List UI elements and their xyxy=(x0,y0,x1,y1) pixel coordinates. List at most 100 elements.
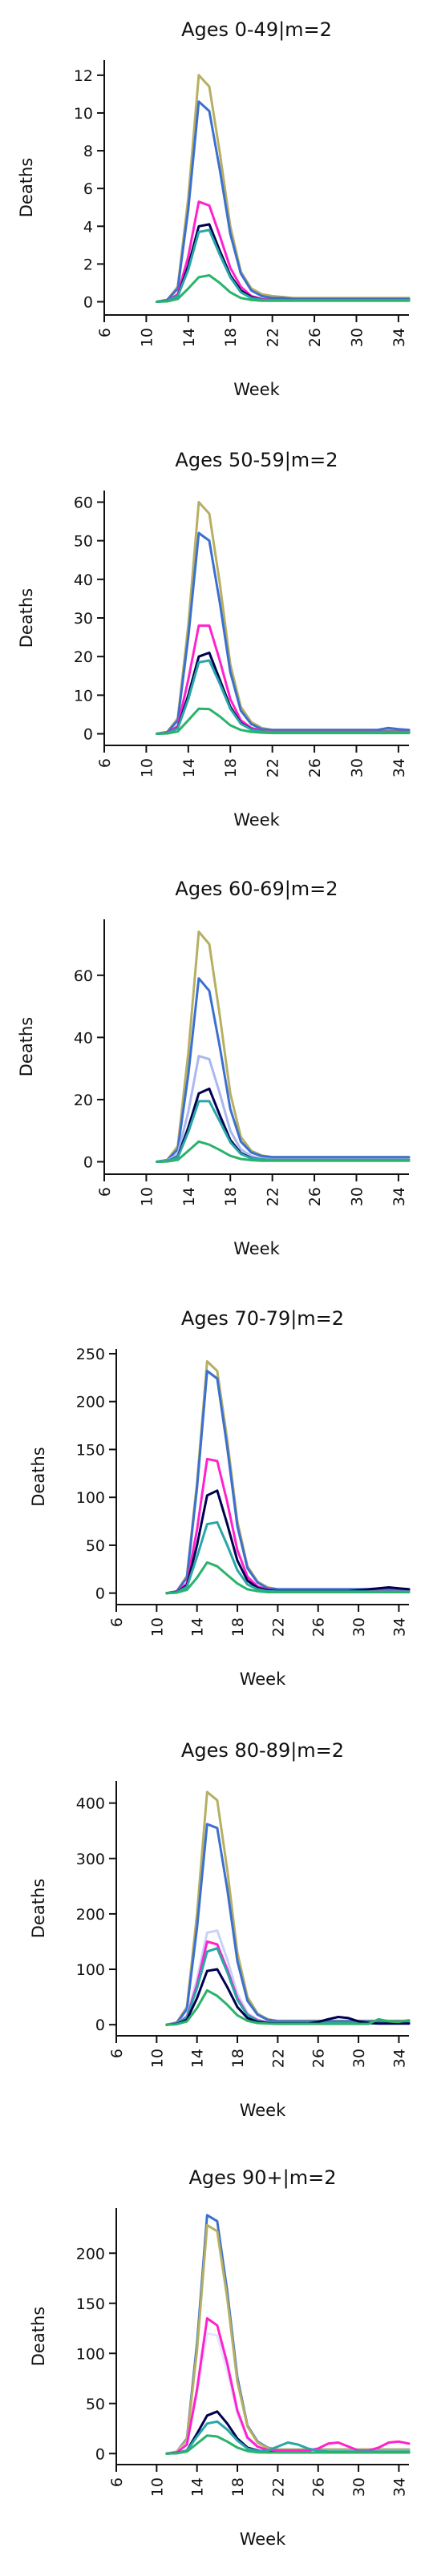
y-tick-label: 200 xyxy=(76,2245,105,2263)
x-tick-label: 14 xyxy=(180,1187,198,1206)
x-tick-label: 6 xyxy=(108,2049,126,2058)
y-tick-label: 100 xyxy=(76,1961,105,1979)
chart-panel: Ages 50-59|m=2 0 10 20 30 40 50 60 6 10 14 18 22 26 30… xyxy=(17,449,411,830)
y-tick-label: 2 xyxy=(83,256,93,273)
series-line xyxy=(156,1100,411,1163)
y-tick-label: 6 xyxy=(83,180,93,198)
series-line xyxy=(156,223,411,303)
x-tick-label: 34 xyxy=(391,2477,408,2497)
series-line xyxy=(165,1520,411,1595)
x-tick-label: 6 xyxy=(96,328,114,337)
series-line xyxy=(165,2410,411,2455)
chart-title: Ages 80-89|m=2 xyxy=(181,1739,344,1762)
x-axis-label: Week xyxy=(233,1239,280,1258)
series-line xyxy=(165,1457,411,1595)
y-axis-label: Deaths xyxy=(29,1879,48,1938)
series-line xyxy=(165,1791,411,2026)
series-line xyxy=(165,1929,411,2026)
chart-title: Ages 90+|m=2 xyxy=(188,2166,336,2189)
y-tick-label: 200 xyxy=(76,1906,105,1924)
x-axis-label: Week xyxy=(240,1670,286,1689)
y-axis-label: Deaths xyxy=(17,588,36,648)
x-tick-label: 14 xyxy=(180,758,198,777)
y-tick-label: 0 xyxy=(95,2017,105,2034)
y-tick-label: 4 xyxy=(83,218,93,236)
x-tick-label: 18 xyxy=(222,328,240,347)
chart-panel: Ages 0-49|m=2 0 2 4 6 8 10 12 6 10 14 18 22 26 30 34 Wee… xyxy=(17,18,411,399)
x-tick-label: 6 xyxy=(96,1187,114,1197)
y-tick-label: 150 xyxy=(76,2295,105,2313)
x-tick-label: 26 xyxy=(306,328,324,347)
series-line xyxy=(156,1087,411,1163)
x-axis-label: Week xyxy=(240,2101,286,2120)
x-tick-label: 34 xyxy=(391,1617,408,1637)
y-tick-label: 60 xyxy=(74,494,93,511)
x-tick-label: 10 xyxy=(148,2477,166,2497)
y-tick-label: 12 xyxy=(74,67,93,85)
series-line xyxy=(165,1360,411,1595)
x-tick-label: 14 xyxy=(189,1617,207,1637)
series-line xyxy=(156,531,411,735)
x-tick-label: 10 xyxy=(138,328,156,347)
x-tick-label: 30 xyxy=(350,2477,368,2497)
x-tick-label: 18 xyxy=(229,1617,247,1637)
x-tick-label: 10 xyxy=(138,758,156,777)
chart-title: Ages 0-49|m=2 xyxy=(181,18,332,41)
x-tick-label: 30 xyxy=(348,758,366,777)
series-line xyxy=(156,707,411,735)
y-tick-label: 20 xyxy=(74,648,93,666)
x-tick-label: 18 xyxy=(222,1187,240,1206)
series-line xyxy=(156,977,411,1163)
y-tick-label: 8 xyxy=(83,143,93,160)
y-tick-label: 50 xyxy=(86,2396,105,2413)
y-tick-label: 60 xyxy=(74,967,93,985)
x-tick-label: 30 xyxy=(350,1617,368,1637)
x-tick-label: 6 xyxy=(108,1617,126,1627)
x-tick-label: 34 xyxy=(391,328,408,347)
x-tick-label: 30 xyxy=(350,2049,368,2068)
y-axis-label: Deaths xyxy=(17,158,36,217)
x-tick-label: 6 xyxy=(96,758,114,768)
x-tick-label: 26 xyxy=(306,758,324,777)
y-tick-label: 0 xyxy=(83,294,93,312)
series-line xyxy=(165,1823,411,2026)
series-line xyxy=(165,1561,411,1595)
x-tick-label: 14 xyxy=(180,328,198,347)
x-tick-label: 14 xyxy=(189,2049,207,2068)
x-tick-label: 26 xyxy=(310,2049,328,2068)
x-tick-label: 10 xyxy=(148,1617,166,1637)
x-tick-label: 22 xyxy=(265,328,282,347)
x-tick-label: 6 xyxy=(108,2477,126,2487)
chart-panel: Ages 70-79|m=2 0 50 100 150 200 250 6 10 14 18 22 26… xyxy=(29,1307,411,1689)
y-tick-label: 300 xyxy=(76,1851,105,1868)
x-axis-label: Week xyxy=(240,2530,286,2549)
x-tick-label: 30 xyxy=(348,1187,366,1206)
x-tick-label: 34 xyxy=(391,758,408,777)
series-line xyxy=(156,651,411,735)
x-tick-label: 22 xyxy=(265,1187,282,1206)
x-tick-label: 26 xyxy=(306,1187,324,1206)
chart-title: Ages 60-69|m=2 xyxy=(175,878,338,900)
y-tick-label: 40 xyxy=(74,1029,93,1047)
x-tick-label: 22 xyxy=(269,1617,287,1637)
y-axis-label: Deaths xyxy=(29,1447,48,1506)
y-tick-label: 30 xyxy=(74,610,93,628)
x-tick-label: 10 xyxy=(148,2049,166,2068)
y-axis-label: Deaths xyxy=(17,1017,36,1076)
series-line xyxy=(165,2214,411,2455)
x-tick-label: 10 xyxy=(138,1187,156,1206)
chart-title: Ages 70-79|m=2 xyxy=(181,1307,344,1330)
chart-panel: Ages 90+|m=2 0 50 100 150 200 6 10 14 18 22 26 30 34 W… xyxy=(29,2166,411,2549)
x-tick-label: 22 xyxy=(269,2049,287,2068)
chart-panel: Ages 80-89|m=2 0 100 200 300 400 6 10 14 18 22 26 30… xyxy=(29,1739,411,2120)
x-axis-label: Week xyxy=(233,810,280,830)
y-tick-label: 10 xyxy=(74,687,93,705)
y-tick-label: 20 xyxy=(74,1092,93,1109)
series-line xyxy=(156,200,411,303)
y-axis-label: Deaths xyxy=(29,2307,48,2366)
y-tick-label: 150 xyxy=(76,1441,105,1459)
y-tick-label: 100 xyxy=(76,1489,105,1507)
series-line xyxy=(156,274,411,303)
x-tick-label: 14 xyxy=(189,2477,207,2497)
